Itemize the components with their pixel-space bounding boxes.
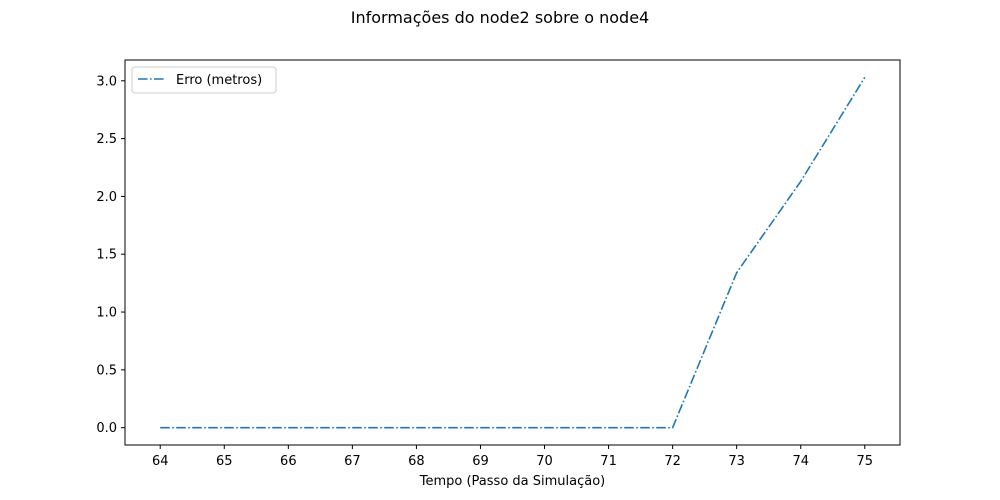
y-tick-label: 1.5 [96, 248, 117, 263]
x-axis-ticks: 64 65 66 67 68 69 70 71 72 73 74 75 [152, 445, 873, 469]
y-tick-label: 1.0 [96, 306, 117, 321]
y-tick-label: 0.0 [96, 421, 117, 436]
x-tick-label: 66 [280, 454, 297, 469]
x-tick-label: 71 [600, 454, 617, 469]
x-tick-label: 73 [728, 454, 745, 469]
x-tick-label: 75 [856, 454, 873, 469]
y-tick-label: 0.5 [96, 363, 117, 378]
x-tick-label: 64 [152, 454, 169, 469]
series-line [160, 76, 866, 429]
legend: Erro (metros) [131, 66, 277, 94]
series-layer [160, 76, 866, 429]
y-axis-ticks: 0.0 0.5 1.0 1.5 2.0 2.5 3.0 [96, 74, 125, 436]
x-tick-label: 65 [216, 454, 233, 469]
chart-title: Informações do node2 sobre o node4 [351, 8, 649, 27]
y-tick-label: 3.0 [96, 74, 117, 89]
plot-area [125, 60, 900, 445]
legend-label: Erro (metros) [176, 73, 262, 88]
legend-box [131, 66, 277, 94]
y-tick-label: 2.0 [96, 190, 117, 205]
x-tick-label: 70 [536, 454, 553, 469]
x-axis-label: Tempo (Passo da Simulação) [419, 474, 606, 489]
x-tick-label: 69 [472, 454, 489, 469]
y-tick-label: 2.5 [96, 132, 117, 147]
x-tick-label: 68 [408, 454, 425, 469]
x-tick-label: 72 [664, 454, 681, 469]
x-tick-label: 74 [792, 454, 809, 469]
x-tick-label: 67 [344, 454, 361, 469]
plot-frame [124, 59, 901, 446]
